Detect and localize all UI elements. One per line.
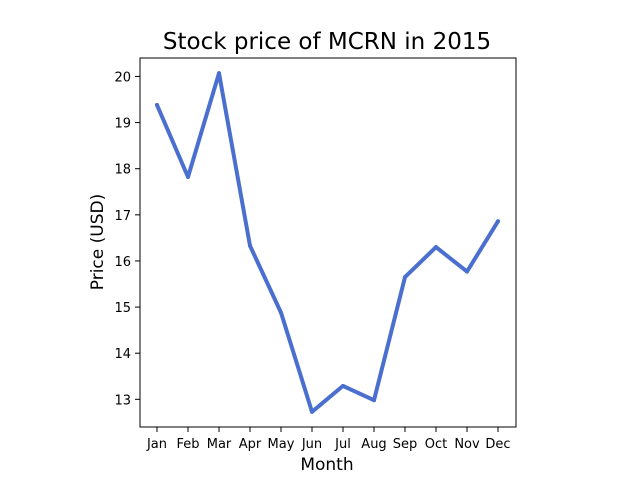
y-tick-label: 15: [114, 301, 131, 316]
x-tick-label: Nov: [454, 437, 480, 452]
y-axis: 13 14 15 16 17 18 19 20: [114, 70, 140, 408]
data-point-feb: [186, 175, 190, 180]
y-tick-label: 14: [114, 347, 131, 362]
x-tick-label: Dec: [485, 437, 510, 452]
x-tick-label: Jun: [301, 437, 322, 452]
x-tick-label: Jul: [334, 437, 351, 452]
y-axis-label: Price (USD): [88, 194, 108, 290]
price-series-line: [155, 71, 500, 414]
y-tick-label: 20: [114, 70, 131, 85]
x-tick-label: Aug: [361, 437, 386, 452]
y-tick-label: 13: [114, 393, 131, 408]
x-tick-label: Sep: [393, 437, 418, 452]
plot-frame: [139, 57, 517, 428]
data-points: [155, 71, 500, 414]
y-tick-label: 16: [114, 255, 131, 270]
y-tick-label: 17: [114, 209, 131, 224]
data-point-mar: [217, 71, 221, 76]
data-point-jul: [341, 383, 345, 388]
data-point-aug: [372, 398, 376, 403]
x-tick-label: Mar: [207, 437, 232, 452]
data-point-jun: [310, 409, 314, 414]
y-tick-label: 18: [114, 163, 131, 178]
data-point-may: [279, 310, 283, 315]
x-tick-label: May: [268, 437, 295, 452]
y-tick-label: 19: [114, 117, 131, 132]
data-point-apr: [248, 243, 252, 248]
data-point-oct: [434, 245, 438, 250]
x-tick-label: Oct: [425, 437, 447, 452]
x-tick-label: Apr: [239, 437, 262, 452]
x-axis-label: Month: [300, 455, 353, 475]
data-point-nov: [465, 269, 469, 274]
x-axis: Jan Feb Mar Apr May Jun Jul Aug Sep Oct Nov Dec: [146, 427, 511, 452]
x-tick-label: Feb: [176, 437, 199, 452]
x-tick-label: Jan: [146, 437, 167, 452]
data-point-dec: [496, 219, 500, 224]
data-point-jan: [155, 103, 159, 108]
data-point-sep: [403, 275, 407, 280]
chart-title: Stock price of MCRN in 2015: [163, 29, 491, 55]
